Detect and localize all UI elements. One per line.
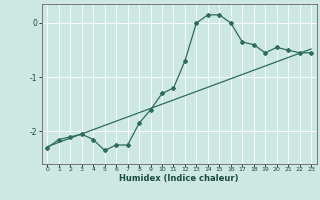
X-axis label: Humidex (Indice chaleur): Humidex (Indice chaleur) — [119, 174, 239, 183]
